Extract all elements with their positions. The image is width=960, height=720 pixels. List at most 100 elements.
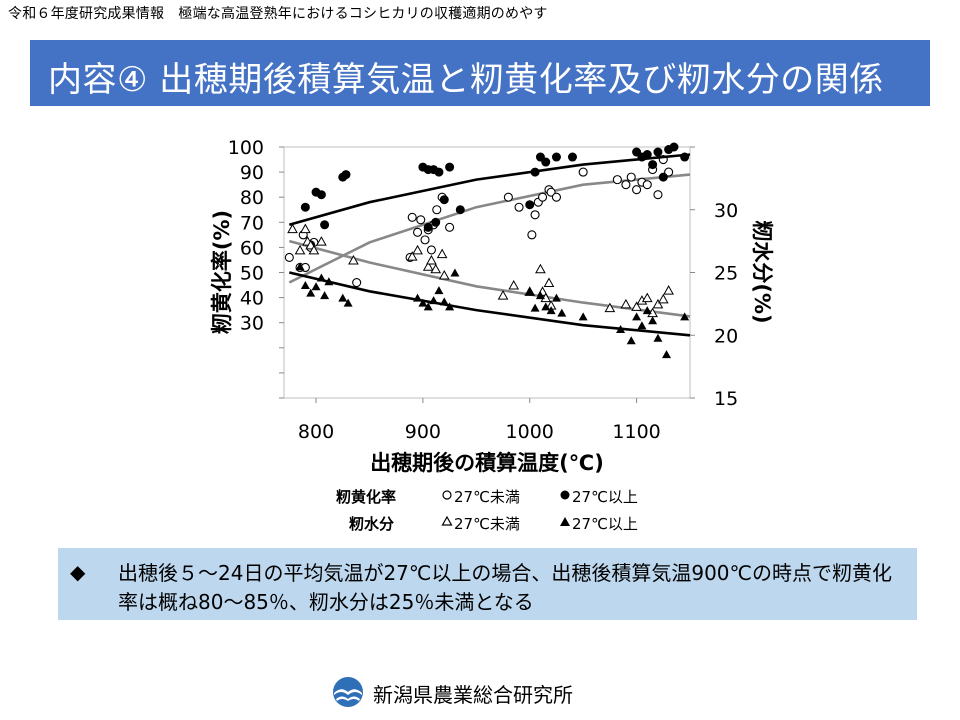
legend-yellowing-label: 籾黄化率 bbox=[336, 488, 397, 506]
data-point-series-0 bbox=[416, 215, 426, 225]
x-tick-label: 900 bbox=[405, 421, 441, 443]
x-tick-label: 1100 bbox=[612, 421, 660, 443]
scatter-chart: 30 40 50 60 70 80 90 100 15 20 25 30 800 900 1000 1100 出… bbox=[210, 137, 774, 475]
data-point-series-2 bbox=[412, 244, 423, 255]
y-right-tick-label: 25 bbox=[714, 263, 738, 285]
data-point-series-3 bbox=[535, 291, 545, 300]
data-point-series-2 bbox=[316, 236, 327, 246]
data-point-series-2 bbox=[436, 248, 448, 259]
data-point-series-0 bbox=[426, 245, 436, 255]
data-point-series-3 bbox=[557, 308, 567, 317]
data-point-series-2 bbox=[430, 263, 442, 274]
data-point-series-2 bbox=[535, 263, 546, 274]
data-point-series-3 bbox=[300, 281, 310, 290]
legend-markers bbox=[441, 490, 570, 526]
data-point-series-3 bbox=[316, 273, 326, 282]
data-point-series-2 bbox=[543, 277, 555, 288]
y-left-tick-label: 30 bbox=[240, 313, 264, 335]
data-point-series-2 bbox=[406, 251, 418, 261]
legend-above27-triangle: 27℃以上 bbox=[572, 515, 638, 533]
data-point-series-3 bbox=[648, 316, 658, 325]
legend-filled-triangle-icon bbox=[560, 517, 570, 526]
data-point-series-1 bbox=[439, 195, 449, 205]
data-point-series-0 bbox=[284, 252, 294, 262]
data-point-series-0 bbox=[538, 192, 548, 202]
legend-moisture-label: 籾水分 bbox=[349, 515, 395, 533]
data-point-series-0 bbox=[527, 230, 537, 240]
data-point-series-0 bbox=[551, 192, 561, 202]
data-point-series-2 bbox=[287, 223, 298, 234]
data-point-series-0 bbox=[407, 212, 417, 222]
data-point-series-0 bbox=[621, 180, 631, 190]
data-point-series-0 bbox=[420, 235, 430, 245]
data-point-series-3 bbox=[616, 324, 626, 333]
y-right-tick-label: 20 bbox=[714, 325, 738, 347]
data-point-series-2 bbox=[663, 285, 674, 295]
data-point-series-0 bbox=[626, 172, 636, 182]
note-bullet: ◆ bbox=[70, 560, 86, 584]
data-point-series-3 bbox=[637, 321, 647, 330]
data-point-series-2 bbox=[426, 254, 437, 265]
data-point-series-1 bbox=[669, 142, 679, 152]
data-point-series-2 bbox=[294, 244, 306, 255]
data-point-series-2 bbox=[657, 293, 669, 304]
data-point-series-1 bbox=[653, 147, 663, 157]
data-point-series-0 bbox=[578, 167, 588, 177]
data-point-series-0 bbox=[413, 227, 423, 237]
data-point-series-2 bbox=[438, 269, 450, 280]
data-point-series-2 bbox=[497, 290, 509, 300]
slide-title: 内容④ 出穂期後積算気温と籾黄化率及び籾水分の関係 bbox=[48, 60, 884, 100]
data-point-series-0 bbox=[653, 190, 663, 200]
x-tick-label: 1000 bbox=[506, 421, 554, 443]
x-tick-label: 800 bbox=[298, 421, 334, 443]
data-point-series-1 bbox=[455, 205, 465, 215]
y-left-tick-label: 90 bbox=[240, 162, 264, 184]
data-point-series-3 bbox=[530, 303, 540, 312]
data-point-series-1 bbox=[680, 152, 690, 162]
data-point-series-2 bbox=[508, 280, 520, 290]
legend-filled-circle-icon bbox=[560, 490, 570, 500]
data-point-series-1 bbox=[551, 152, 561, 162]
data-point-series-3 bbox=[434, 286, 444, 295]
data-point-series-1 bbox=[567, 152, 577, 162]
data-point-series-0 bbox=[352, 277, 362, 288]
data-point-series-3 bbox=[653, 333, 663, 342]
data-point-series-0 bbox=[503, 192, 513, 202]
data-point-series-2 bbox=[604, 302, 616, 313]
data-point-series-3 bbox=[642, 306, 652, 315]
data-point-series-1 bbox=[530, 167, 540, 177]
data-point-series-1 bbox=[658, 172, 668, 182]
data-point-series-3 bbox=[295, 262, 305, 271]
data-point-series-3 bbox=[306, 288, 316, 297]
y-right-axis-title: 籾水分(%) bbox=[750, 220, 774, 323]
y-left-tick-label: 100 bbox=[228, 137, 264, 159]
trend-line-series-1 bbox=[288, 153, 691, 227]
data-point-series-1 bbox=[300, 202, 310, 212]
data-point-series-0 bbox=[530, 210, 540, 220]
data-point-series-3 bbox=[423, 302, 433, 311]
legend-above27-circle: 27℃以上 bbox=[572, 488, 638, 506]
data-point-series-1 bbox=[431, 217, 441, 227]
data-point-series-2 bbox=[652, 298, 664, 309]
x-axis-title: 出穂期後の積算温度(℃) bbox=[370, 451, 604, 475]
data-point-series-3 bbox=[632, 312, 642, 321]
data-point-series-3 bbox=[541, 302, 551, 311]
y-right-tick-label: 30 bbox=[714, 200, 738, 222]
note-text: 出穂後５～24日の平均気温が27℃以上の場合、出穂後積算気温900℃の時点で籾黄… bbox=[118, 561, 892, 614]
data-point-series-0 bbox=[432, 205, 442, 215]
data-point-series-3 bbox=[311, 282, 321, 291]
note-box: ◆ 出穂後５～24日の平均気温が27℃以上の場合、出穂後積算気温900℃の時点で… bbox=[58, 548, 917, 620]
trend-line-series-2 bbox=[288, 239, 691, 318]
data-point-series-3 bbox=[324, 277, 334, 286]
data-point-series-3 bbox=[320, 291, 330, 300]
data-point-series-0 bbox=[632, 185, 642, 195]
data-point-series-1 bbox=[541, 157, 551, 167]
legend-below27-triangle: 27℃未満 bbox=[454, 515, 520, 533]
data-point-series-2 bbox=[620, 298, 632, 309]
data-point-series-3 bbox=[418, 298, 428, 307]
data-point-series-3 bbox=[626, 336, 636, 345]
institute-name: 新潟県農業総合研究所 bbox=[373, 683, 573, 707]
data-point-series-2 bbox=[348, 254, 359, 265]
legend-open-circle-icon bbox=[442, 490, 452, 500]
y-right-tick-label: 15 bbox=[714, 388, 738, 410]
